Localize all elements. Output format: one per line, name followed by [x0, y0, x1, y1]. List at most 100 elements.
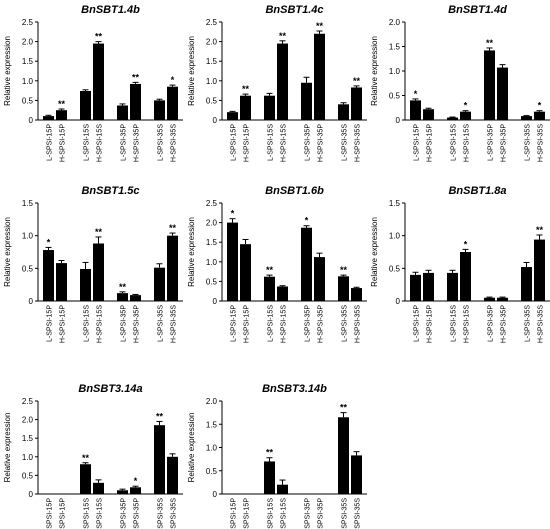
bar [56, 263, 67, 301]
significance-marker: ** [156, 411, 164, 421]
y-tick-label: 2.5 [22, 18, 34, 27]
bar [43, 116, 54, 120]
chart-panel: BnSBT1.8a Relative expression 0 0.5 1.0 1.5 L-… [370, 185, 550, 343]
x-tick-label: L-SPSI-15S [84, 124, 91, 161]
x-tick-label: L-SPSI-15P [414, 305, 421, 342]
x-tick-label: L-SPSI-35S [342, 305, 349, 342]
x-tick-label: H-SPSI-35S [355, 498, 362, 529]
bar [277, 43, 288, 121]
bar [521, 116, 532, 120]
x-tick-label: H-SPSI-35S [171, 124, 178, 162]
y-tick-label: 0 [213, 116, 218, 125]
y-tick-label: 1.5 [206, 57, 218, 66]
y-tick-label: 0 [29, 297, 34, 306]
y-tick-label: 0.5 [206, 96, 218, 105]
chart-panel: BnSBT1.4b Relative expression 0 0.5 1.0 1.5 2.… [3, 4, 183, 162]
x-tick-label: L-SPSI-15P [47, 124, 54, 161]
x-tick-label: L-SPSI-35P [121, 124, 128, 161]
y-tick-label: 1.5 [206, 420, 218, 429]
y-tick-label: 0.5 [206, 277, 218, 286]
x-tick-label: L-SPSI-35P [488, 305, 495, 342]
bar [314, 33, 325, 121]
bar [167, 456, 178, 494]
significance-marker: ** [58, 99, 66, 109]
significance-marker: ** [316, 21, 324, 31]
x-tick-label: L-SPSI-15P [231, 305, 238, 342]
y-tick-label: 1.0 [22, 453, 34, 462]
bar [534, 111, 545, 120]
x-tick-label: L-SPSI-35P [121, 498, 128, 529]
y-tick-label: 0 [213, 490, 218, 499]
y-tick-label: 2.0 [206, 219, 218, 228]
bar [56, 110, 67, 120]
chart-panel: BnSBT1.4c Relative expression 0 0.5 1.0 1.5 2.… [187, 4, 367, 162]
bar [130, 83, 141, 120]
significance-marker: * [134, 476, 138, 486]
bar [351, 87, 362, 120]
x-tick-label: H-SPSI-35P [318, 124, 325, 162]
bar [154, 267, 165, 301]
x-tick-label: L-SPSI-15P [47, 305, 54, 342]
x-tick-label: H-SPSI-15S [97, 124, 104, 162]
chart-title: BnSBT3.14a [78, 383, 142, 395]
y-axis-label: Relative expression [370, 217, 379, 287]
y-tick-label: 0 [396, 297, 401, 306]
x-tick-label: H-SPSI-35P [501, 305, 508, 343]
significance-marker: * [414, 89, 418, 99]
significance-marker: ** [95, 32, 103, 42]
chart-title: BnSBT3.14b [262, 383, 327, 395]
x-tick-label: H-SPSI-15P [427, 305, 434, 343]
y-axis-label: Relative expression [187, 217, 196, 287]
y-tick-label: 0 [396, 116, 401, 125]
bar [447, 272, 458, 301]
x-tick-label: L-SPSI-35S [158, 498, 165, 529]
bar [240, 95, 251, 120]
y-tick-label: 1.5 [22, 57, 34, 66]
bar [338, 104, 349, 120]
chart-title: BnSBT1.6b [265, 185, 324, 197]
bar [167, 235, 178, 301]
bar [338, 276, 349, 301]
x-tick-label: L-SPSI-15P [231, 498, 238, 529]
significance-marker: * [171, 75, 175, 85]
y-tick-label: 0 [29, 116, 34, 125]
x-tick-label: L-SPSI-15P [47, 498, 54, 529]
bar [460, 252, 471, 301]
x-tick-label: H-SPSI-35S [538, 124, 545, 162]
y-axis-label: Relative expression [370, 36, 379, 106]
y-tick-label: 0 [29, 490, 34, 499]
chart-panel: BnSBT3.14a Relative expression 0 0.5 1.0 1.5 2… [3, 383, 183, 529]
x-tick-label: L-SPSI-15S [84, 305, 91, 342]
x-tick-label: L-SPSI-15S [84, 498, 91, 529]
x-tick-label: H-SPSI-35S [355, 124, 362, 162]
y-tick-label: 1.0 [206, 77, 218, 86]
x-tick-label: H-SPSI-15S [281, 305, 288, 343]
bar [410, 100, 421, 120]
bar [130, 295, 141, 301]
significance-marker: * [538, 101, 542, 111]
bar [80, 464, 91, 494]
bar [277, 484, 288, 494]
significance-marker: * [305, 216, 309, 226]
y-axis-label: Relative expression [187, 36, 196, 106]
bar [497, 297, 508, 301]
bar [410, 274, 421, 301]
bar [351, 288, 362, 301]
x-tick-label: H-SPSI-15S [464, 305, 471, 343]
x-tick-label: H-SPSI-35S [355, 305, 362, 343]
x-tick-label: H-SPSI-15S [97, 498, 104, 529]
bar [484, 297, 495, 301]
y-tick-label: 1.5 [206, 238, 218, 247]
significance-marker: ** [95, 227, 103, 237]
bar [117, 490, 128, 494]
y-tick-label: 1.5 [389, 199, 401, 208]
bar [423, 272, 434, 301]
significance-marker: ** [536, 225, 544, 235]
bar [264, 95, 275, 120]
x-tick-label: H-SPSI-15S [281, 124, 288, 162]
y-tick-label: 0.5 [22, 471, 34, 480]
x-tick-label: H-SPSI-35P [318, 498, 325, 529]
bar [497, 67, 508, 120]
x-tick-label: L-SPSI-35S [525, 305, 532, 342]
chart-panel: BnSBT3.14b Relative expression 0 0.5 1.0 1.5 2… [187, 383, 367, 529]
